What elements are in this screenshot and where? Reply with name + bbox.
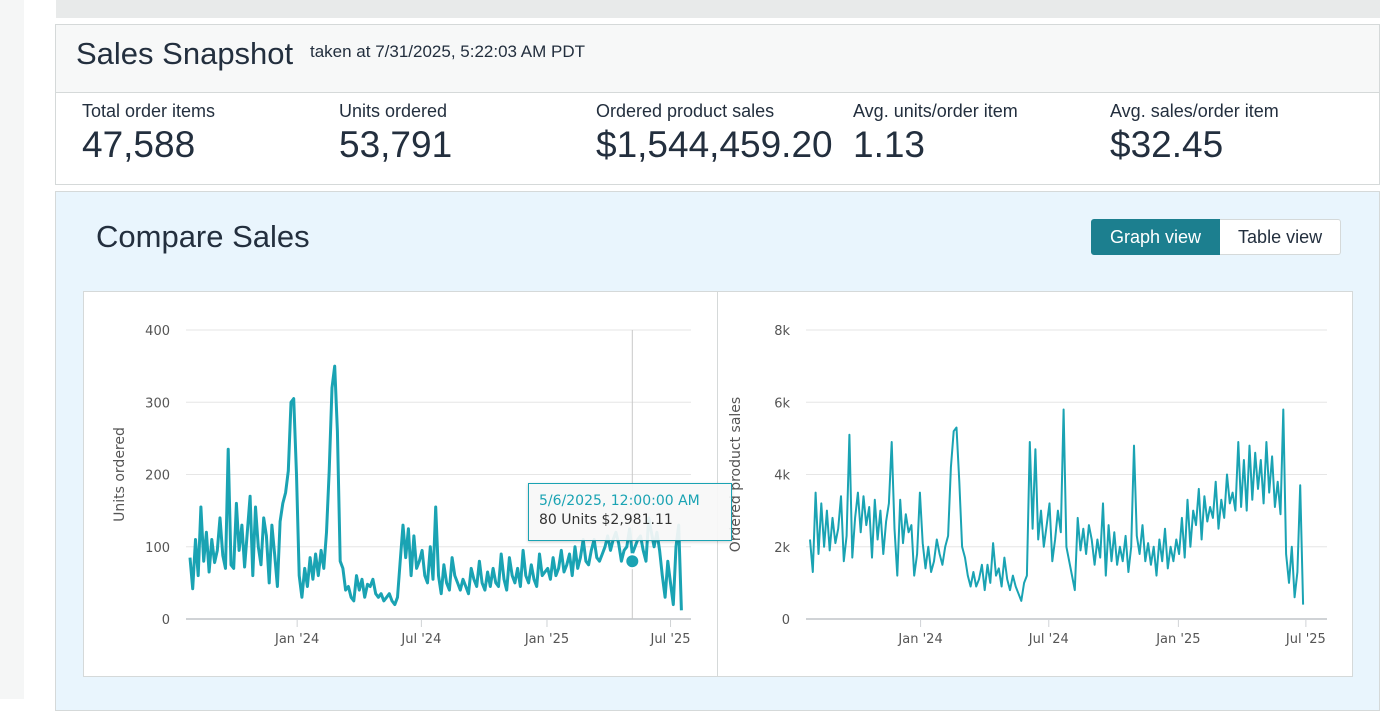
y-tick-label: 2k xyxy=(774,541,790,556)
x-tick-label: Jul '24 xyxy=(400,632,441,647)
metric-avg-units-per-order-item: Avg. units/order item 1.13 xyxy=(853,101,1018,166)
charts-container: 0 100 200 300 400 Jan '24 Jul '24 Jan '25 Jul '2… xyxy=(83,291,1353,677)
metric-label: Units ordered xyxy=(339,101,452,122)
y-tick-label: 400 xyxy=(145,324,170,339)
compare-sales-panel: Compare Sales Graph view Table view 0 100… xyxy=(55,191,1380,711)
y-tick-label: 200 xyxy=(145,469,170,484)
y-tick-label: 0 xyxy=(782,613,790,628)
x-tick-label: Jul '24 xyxy=(1028,632,1069,647)
x-tick-label: Jan '24 xyxy=(897,632,942,647)
x-tick-label: Jan '25 xyxy=(1155,632,1200,647)
tooltip-values: 80 Units $2,981.11 xyxy=(539,511,721,530)
y-axis-label: Units ordered xyxy=(112,427,128,522)
metric-value: $1,544,459.20 xyxy=(596,124,833,166)
series-line xyxy=(810,410,1303,605)
metric-label: Avg. sales/order item xyxy=(1110,101,1279,122)
metric-avg-sales-per-order-item: Avg. sales/order item $32.45 xyxy=(1110,101,1279,166)
y-tick-label: 300 xyxy=(145,396,170,411)
y-tick-label: 4k xyxy=(774,469,790,484)
x-tick-label: Jan '24 xyxy=(274,632,319,647)
metric-label: Ordered product sales xyxy=(596,101,833,122)
metric-ordered-product-sales: Ordered product sales $1,544,459.20 xyxy=(596,101,833,166)
left-sidebar-strip xyxy=(0,0,24,699)
data-points xyxy=(810,409,1303,604)
metric-total-order-items: Total order items 47,588 xyxy=(82,101,215,166)
tooltip-date: 5/6/2025, 12:00:00 AM xyxy=(539,492,721,511)
metric-value: 53,791 xyxy=(339,124,452,166)
snapshot-header: Sales Snapshot taken at 7/31/2025, 5:22:… xyxy=(56,25,1379,93)
graph-view-button[interactable]: Graph view xyxy=(1091,219,1220,255)
x-tick-label: Jul '25 xyxy=(1285,632,1326,647)
x-tick-label: Jul '25 xyxy=(650,632,691,647)
y-tick-label: 8k xyxy=(774,324,790,339)
y-tick-label: 6k xyxy=(774,396,790,411)
metric-value: 47,588 xyxy=(82,124,215,166)
highlight-marker xyxy=(625,554,639,568)
metric-label: Avg. units/order item xyxy=(853,101,1018,122)
y-tick-label: 0 xyxy=(162,613,170,628)
metric-value: 1.13 xyxy=(853,124,1018,166)
top-bar xyxy=(56,0,1380,18)
snapshot-title: Sales Snapshot xyxy=(76,36,293,72)
y-tick-label: 100 xyxy=(145,541,170,556)
metric-value: $32.45 xyxy=(1110,124,1279,166)
x-tick-label: Jan '25 xyxy=(524,632,569,647)
compare-sales-title: Compare Sales xyxy=(96,219,310,255)
chart-tooltip: 5/6/2025, 12:00:00 AM 80 Units $2,981.11 xyxy=(528,483,732,541)
table-view-button[interactable]: Table view xyxy=(1220,219,1341,255)
snapshot-timestamp: taken at 7/31/2025, 5:22:03 AM PDT xyxy=(310,42,585,62)
metric-units-ordered: Units ordered 53,791 xyxy=(339,101,452,166)
metric-label: Total order items xyxy=(82,101,215,122)
sales-snapshot-panel: Sales Snapshot taken at 7/31/2025, 5:22:… xyxy=(55,24,1380,185)
view-toggle: Graph view Table view xyxy=(1091,219,1341,255)
